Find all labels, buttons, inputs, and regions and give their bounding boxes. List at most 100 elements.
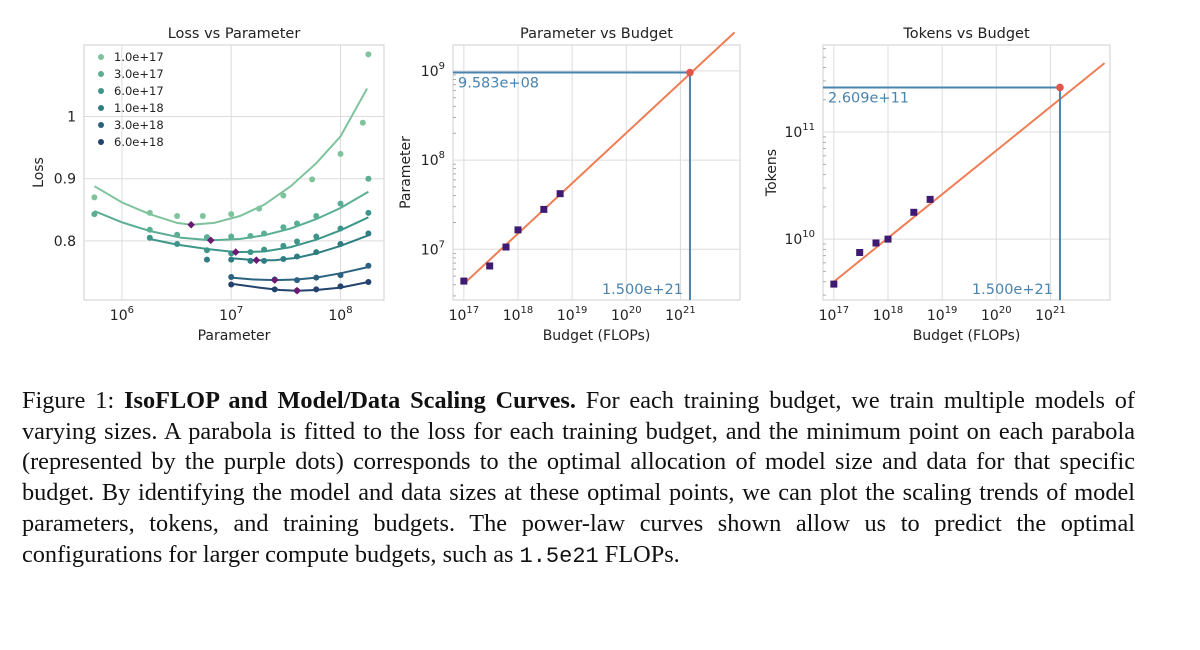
- data-point: [247, 232, 254, 239]
- data-point: [228, 256, 235, 263]
- data-point: [856, 248, 864, 256]
- x-tick-label: 1017: [819, 305, 850, 324]
- plot-area: [83, 44, 385, 301]
- data-point: [872, 239, 880, 247]
- data-point: [280, 192, 287, 199]
- data-point: [228, 233, 235, 240]
- data-point: [460, 277, 468, 285]
- x-tick-label: 1019: [927, 305, 958, 324]
- data-point: [261, 257, 268, 264]
- y-tick-label: 107: [421, 239, 445, 258]
- data-point: [91, 211, 98, 218]
- data-point: [365, 175, 372, 182]
- legend-marker: [98, 54, 104, 60]
- data-point: [365, 278, 372, 285]
- minimum-marker: [187, 220, 195, 229]
- y-tick-label: 109: [421, 61, 445, 80]
- data-point: [228, 273, 235, 280]
- data-point: [280, 224, 287, 231]
- data-point: [365, 209, 372, 216]
- data-point: [337, 272, 344, 279]
- x-tick-label: 106: [110, 305, 134, 324]
- parameter-vs-budget-chart: 1017 1018 1019 1020 1021 107 108 109 Parameter v…: [398, 26, 741, 344]
- data-point: [830, 280, 838, 288]
- caption-text: For each training budget, we train multi…: [22, 387, 1136, 568]
- data-point: [309, 176, 316, 183]
- data-point: [146, 226, 153, 233]
- tokens-vs-budget-chart: 1017 1018 1019 1020 1021 1010 1011 Tokens vs Bu…: [764, 26, 1111, 344]
- data-point: [502, 243, 510, 251]
- data-point: [313, 213, 320, 220]
- data-point: [365, 262, 372, 269]
- figure-1: 106 107 108 0.8 0.9 1 Loss vs Parameter Paramet…: [31, 26, 1111, 344]
- data-point: [337, 283, 344, 290]
- data-point: [146, 234, 153, 241]
- legend-marker: [98, 105, 104, 111]
- data-point: [271, 286, 278, 293]
- prediction-y-label: 9.583e+08: [458, 76, 539, 92]
- legend-marker: [98, 139, 104, 145]
- prediction-y-label: 2.609e+11: [828, 90, 909, 106]
- minimum-marker: [270, 276, 279, 284]
- legend-label: 1.0e+17: [114, 50, 164, 64]
- data-point: [556, 190, 564, 198]
- data-point: [256, 205, 263, 212]
- fit-curve: [94, 190, 369, 242]
- data-point: [203, 234, 210, 241]
- data-point: [365, 230, 372, 237]
- chart-title: Tokens vs Budget: [902, 26, 1030, 42]
- chart-title: Parameter vs Budget: [520, 26, 673, 42]
- data-point: [174, 213, 181, 220]
- x-tick-label: 1020: [611, 305, 642, 324]
- data-point: [294, 238, 301, 245]
- data-point: [174, 241, 181, 248]
- x-tick-label: 1021: [665, 305, 696, 324]
- data-point: [261, 230, 268, 237]
- plot-area: [822, 44, 1111, 301]
- data-point: [294, 253, 301, 260]
- data-point: [203, 247, 210, 254]
- caption-text-end: FLOPs.: [598, 540, 680, 568]
- y-tick-label: 0.9: [54, 172, 76, 188]
- minimum-marker: [206, 236, 215, 245]
- data-point: [294, 220, 301, 227]
- caption-code: 1.5e21: [519, 543, 599, 569]
- x-tick-label: 107: [219, 305, 243, 324]
- data-point: [337, 241, 344, 248]
- data-point: [359, 119, 366, 126]
- y-tick-label: 1: [67, 110, 76, 126]
- minimum-marker: [252, 256, 261, 264]
- data-point: [884, 235, 892, 243]
- legend-marker: [98, 88, 104, 94]
- x-tick-label: 1018: [873, 305, 904, 324]
- y-axis-label: Parameter: [398, 136, 414, 209]
- data-point: [146, 209, 153, 216]
- legend-label: 6.0e+18: [114, 135, 164, 149]
- data-point: [228, 281, 235, 288]
- caption-label: Figure 1:: [22, 387, 125, 414]
- y-tick-label: 0.8: [54, 234, 76, 250]
- x-tick-label: 1018: [503, 305, 534, 324]
- legend-label: 3.0e+17: [114, 67, 164, 81]
- data-point: [228, 211, 235, 218]
- x-tick-label: 1017: [449, 305, 480, 324]
- fit-curve: [93, 88, 368, 226]
- x-tick-label: 108: [328, 305, 352, 324]
- data-point: [280, 242, 287, 249]
- data-point: [199, 213, 206, 220]
- data-point: [337, 225, 344, 232]
- data-point: [337, 200, 344, 207]
- minimum-marker: [231, 248, 240, 256]
- legend-marker: [98, 71, 104, 77]
- data-point: [486, 262, 494, 270]
- legend-marker: [98, 122, 104, 128]
- prediction-point: [1056, 83, 1064, 92]
- x-axis-label: Parameter: [198, 328, 271, 344]
- x-tick-label: 1019: [557, 305, 588, 324]
- x-axis-label: Budget (FLOPs): [543, 328, 651, 344]
- data-point: [261, 246, 268, 253]
- data-point: [174, 231, 181, 238]
- data-point: [337, 150, 344, 157]
- data-point: [247, 249, 254, 256]
- prediction-x-label: 1.500e+21: [972, 282, 1053, 298]
